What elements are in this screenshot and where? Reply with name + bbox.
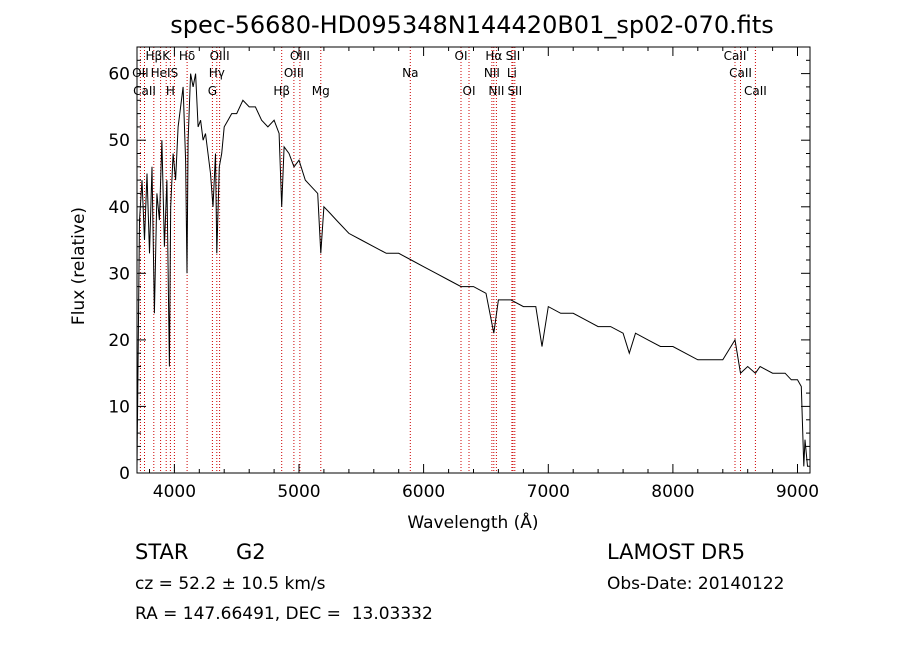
y-tick-label: 0 xyxy=(119,464,130,484)
line-label: SII xyxy=(507,84,522,98)
line-label: Hγ xyxy=(209,66,225,80)
x-axis-ticks: 4000 5000 6000 7000 8000 9000 xyxy=(149,47,819,502)
line-label: OIII xyxy=(284,66,304,80)
y-tick-label: 60 xyxy=(108,65,130,85)
y-tick-label: 40 xyxy=(108,198,130,218)
line-label: HeI xyxy=(151,66,171,80)
line-label: G xyxy=(208,84,217,98)
line-label: CaII xyxy=(133,84,156,98)
x-tick-label: 6000 xyxy=(402,482,445,502)
line-label: K xyxy=(162,49,171,63)
y-tick-label: 20 xyxy=(108,331,130,351)
line-label: SII xyxy=(506,49,521,63)
y-axis-label: Flux (relative) xyxy=(69,207,89,325)
x-tick-label: 7000 xyxy=(527,482,570,502)
line-label: Na xyxy=(402,66,418,80)
line-label: Hδ xyxy=(179,49,195,63)
line-label: Hβ xyxy=(145,49,162,63)
redshift-velocity: cz = 52.2 ± 10.5 km/s xyxy=(135,574,326,594)
line-label: OIII xyxy=(210,49,230,63)
line-label: H xyxy=(166,84,175,98)
object-class: STAR xyxy=(135,540,189,564)
line-label: OIII xyxy=(290,49,310,63)
observation-date: Obs-Date: 20140122 xyxy=(607,574,785,594)
y-tick-label: 10 xyxy=(108,397,130,417)
line-label: OI xyxy=(455,49,468,63)
x-tick-label: 4000 xyxy=(153,482,196,502)
y-tick-label: 50 xyxy=(108,131,130,151)
spectrum-line xyxy=(136,73,810,467)
emission-line-marks xyxy=(139,47,756,473)
line-label: S xyxy=(171,66,179,80)
x-tick-label: 9000 xyxy=(776,482,819,502)
y-tick-label: 30 xyxy=(108,264,130,284)
chart-title: spec-56680-HD095348N144420B01_sp02-070.f… xyxy=(170,11,774,39)
line-label: CaII xyxy=(744,84,767,98)
x-tick-label: 8000 xyxy=(651,482,694,502)
line-label: CaII xyxy=(729,66,752,80)
survey-name: LAMOST DR5 xyxy=(607,540,746,564)
line-label: OI xyxy=(463,84,476,98)
coordinates: RA = 147.66491, DEC = 13.03332 xyxy=(135,604,433,624)
line-label: NII xyxy=(488,84,504,98)
line-label: Hβ xyxy=(273,84,290,98)
y-axis-ticks: 0 10 20 30 40 50 60 xyxy=(108,46,810,484)
x-tick-label: 5000 xyxy=(277,482,320,502)
line-label: NII xyxy=(484,66,500,80)
line-label: CaII xyxy=(724,49,747,63)
line-label: OII xyxy=(132,66,149,80)
line-label: Mg xyxy=(312,84,330,98)
object-subclass: G2 xyxy=(236,540,266,564)
spectrum-series xyxy=(136,73,810,467)
x-axis-label: Wavelength (Å) xyxy=(407,511,538,533)
line-label: Hα xyxy=(485,49,502,63)
line-label: Li xyxy=(507,66,517,80)
